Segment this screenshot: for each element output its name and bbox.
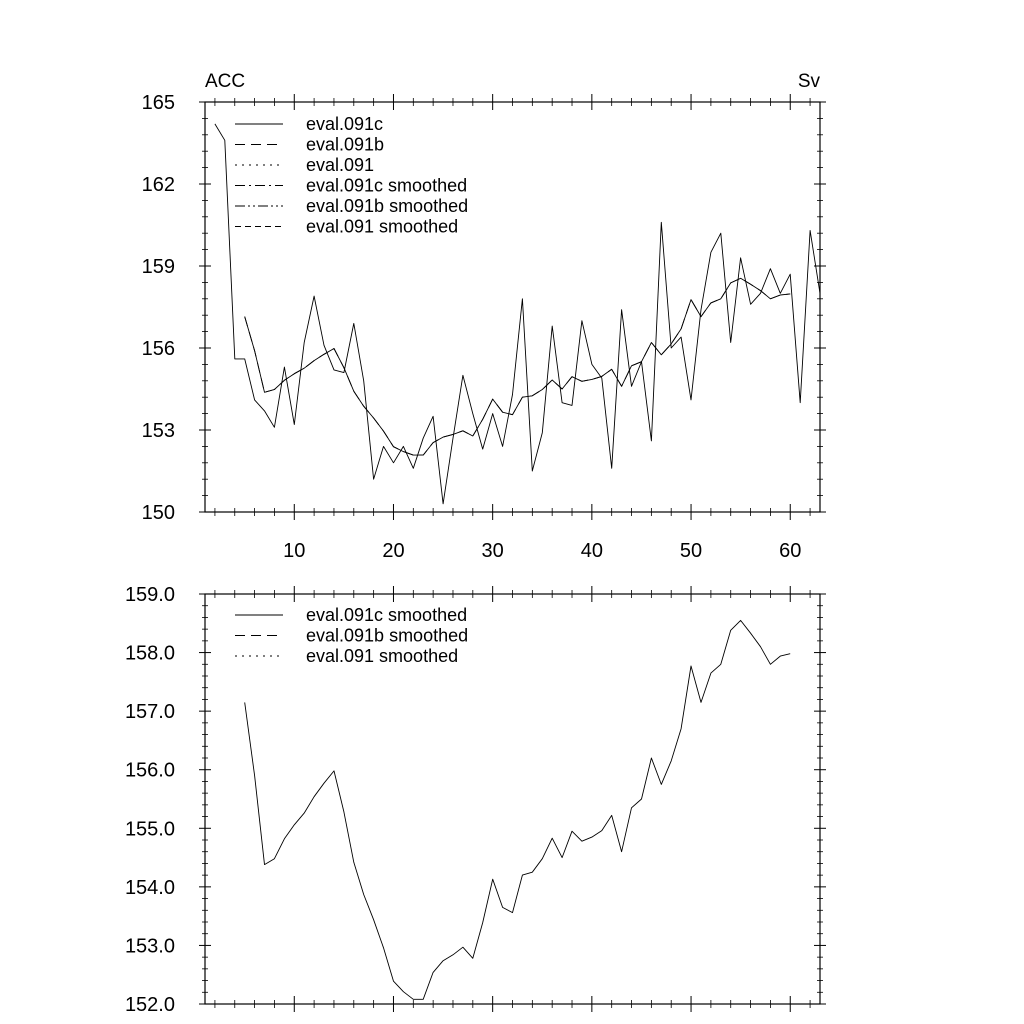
top-ytick-label: 159 bbox=[142, 256, 175, 278]
top-legend-label: eval.091b bbox=[306, 135, 384, 155]
top-series-smoothed-line bbox=[244, 277, 791, 456]
top-xtick-label: 50 bbox=[680, 540, 702, 562]
top-title-left: ACC bbox=[205, 71, 245, 92]
top-series-smoothed-line bbox=[244, 277, 791, 456]
bottom-ytick-label: 152.0 bbox=[125, 994, 175, 1016]
top-title-right: Sv bbox=[798, 71, 821, 92]
top-xtick-label: 40 bbox=[581, 540, 603, 562]
bottom-ytick-label: 157.0 bbox=[125, 701, 175, 723]
top-xtick-label: 10 bbox=[283, 540, 305, 562]
bottom-ytick-label: 155.0 bbox=[125, 818, 175, 840]
bottom-ytick-label: 159.0 bbox=[125, 584, 175, 606]
bottom-plot-frame bbox=[204, 593, 821, 1005]
top-xtick-label: 20 bbox=[382, 540, 404, 562]
top-lines bbox=[214, 123, 821, 505]
bottom-legend-label: eval.091 smoothed bbox=[306, 646, 458, 666]
bottom-ticks: 152.0 153.0 154.0 155.0 156.0 157.0 158.0 159.0 bbox=[125, 584, 826, 1016]
bottom-ytick-label: 156.0 bbox=[125, 760, 175, 782]
top-legend-label: eval.091b smoothed bbox=[306, 196, 468, 216]
top-legend-label: eval.091 smoothed bbox=[306, 217, 458, 237]
bottom-legend-label: eval.091c smoothed bbox=[306, 605, 467, 625]
bottom-ytick-label: 158.0 bbox=[125, 643, 175, 665]
bottom-lines bbox=[244, 619, 791, 1000]
top-ytick-label: 162 bbox=[142, 174, 175, 196]
top-xtick-label: 60 bbox=[779, 540, 801, 562]
top-legend-label: eval.091 bbox=[306, 155, 374, 175]
bottom-ytick-label: 153.0 bbox=[125, 935, 175, 957]
bottom-panel: 152.0 153.0 154.0 155.0 156.0 157.0 158.0 159.0… bbox=[125, 584, 826, 1016]
top-legend-label: eval.091c smoothed bbox=[306, 176, 467, 196]
top-panel: ACC Sv 150 153 156 159 162 165 10 20 30 40 50 60 ev… bbox=[142, 71, 826, 562]
top-series-raw-line bbox=[214, 123, 821, 505]
bottom-legend-label: eval.091b smoothed bbox=[306, 626, 468, 646]
bottom-ytick-label: 154.0 bbox=[125, 877, 175, 899]
top-ytick-label: 156 bbox=[142, 338, 175, 360]
top-ytick-label: 165 bbox=[142, 92, 175, 114]
top-ticks: 150 153 156 159 162 165 10 20 30 40 50 60 bbox=[142, 92, 826, 562]
top-xtick-label: 30 bbox=[482, 540, 504, 562]
top-ytick-label: 153 bbox=[142, 420, 175, 442]
bottom-series-smoothed-line bbox=[244, 619, 791, 1000]
top-legend-label: eval.091c bbox=[306, 114, 383, 134]
top-ytick-label: 150 bbox=[142, 502, 175, 524]
